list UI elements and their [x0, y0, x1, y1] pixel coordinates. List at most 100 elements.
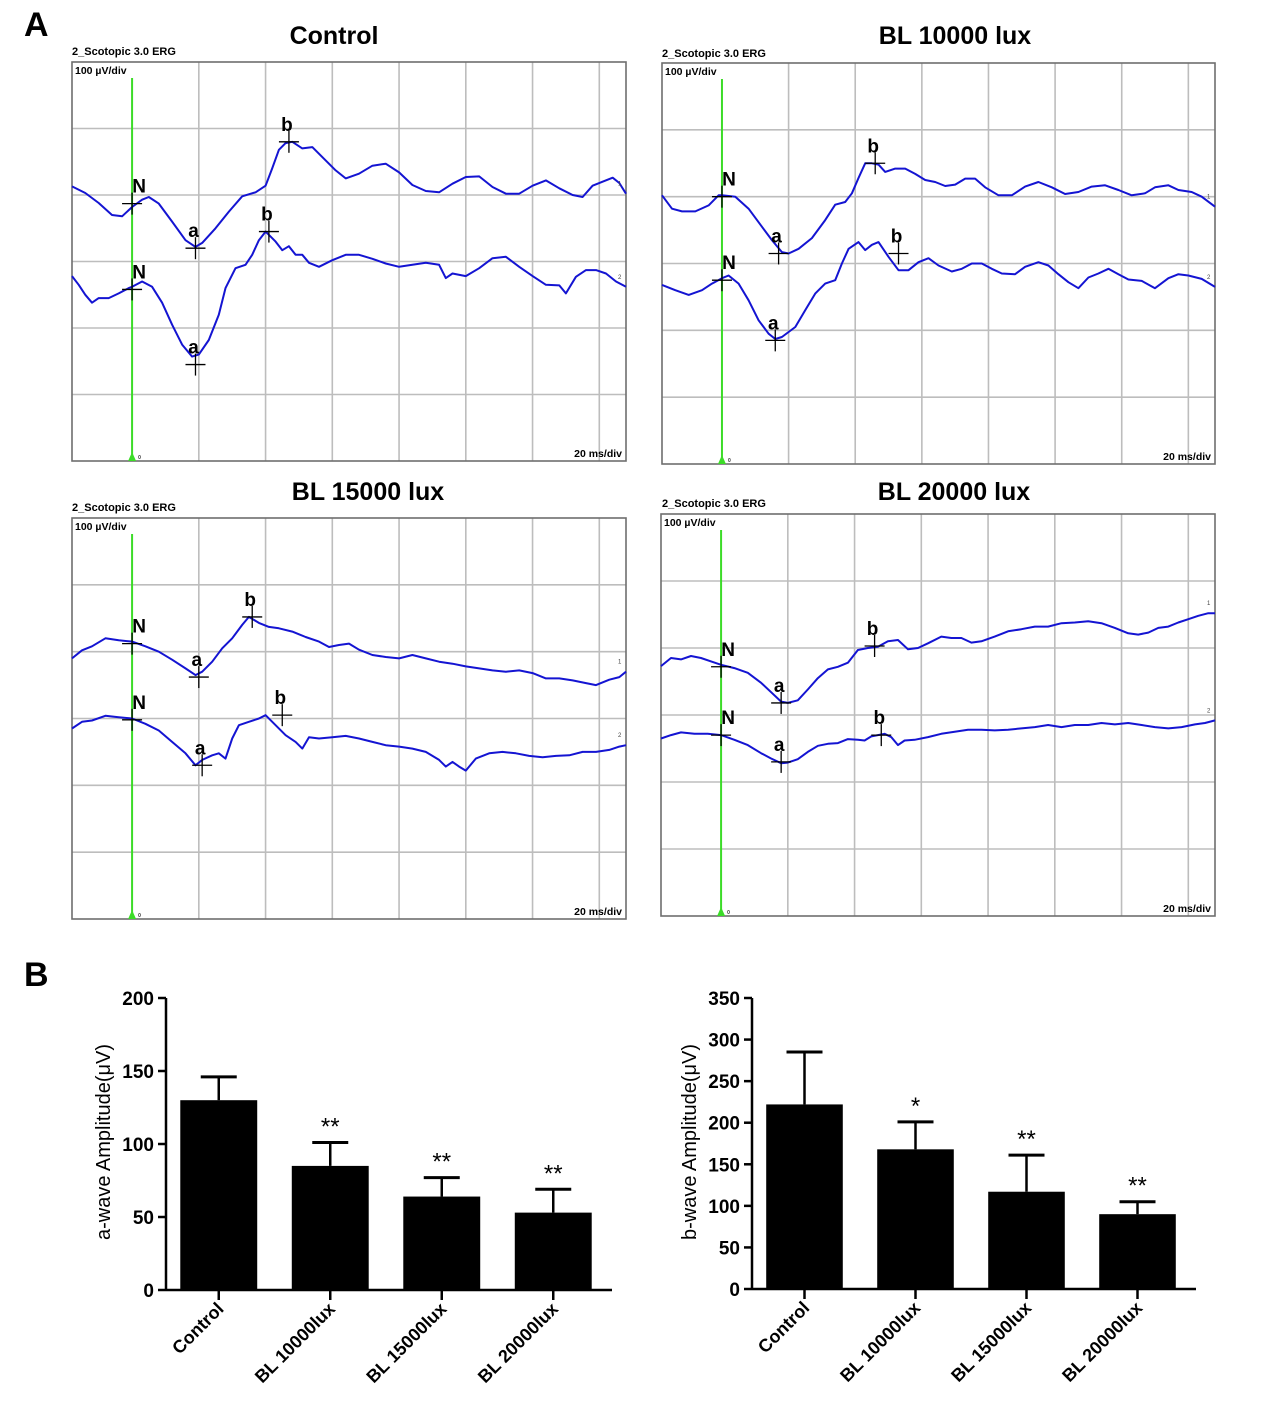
y-axis-label: a-wave Amplitude(μV)	[93, 1044, 115, 1240]
x-tick-label: BL 20000lux	[1058, 1298, 1146, 1386]
stimulus-marker-triangle	[128, 910, 137, 919]
stimulus-label: 0	[728, 458, 731, 464]
peak-label-a: a	[195, 738, 206, 759]
erg-trace-1	[661, 162, 1216, 255]
y-axis-label: b-wave Amplitude(μV)	[679, 1044, 701, 1240]
peak-label-a: a	[192, 650, 203, 671]
x-tick-label: BL 10000lux	[251, 1299, 339, 1387]
peak-label-a: a	[771, 226, 782, 247]
peak-label-N: N	[132, 693, 146, 714]
y-scale-label: 100 µV/div	[664, 517, 716, 529]
y-tick-label: 100	[708, 1197, 740, 1218]
x-scale-label: 20 ms/div	[574, 448, 622, 460]
x-scale-label: 20 ms/div	[1163, 451, 1211, 463]
bar	[180, 1100, 258, 1290]
erg-plot-3: 0 100 µV/div 20 ms/div 1 Na b 2 Na b	[660, 513, 1216, 917]
erg-protocol-label: 2_Scotopic 3.0 ERG	[662, 48, 766, 60]
peak-label-b: b	[867, 136, 879, 157]
peak-label-a: a	[768, 313, 779, 334]
erg-protocol-label: 2_Scotopic 3.0 ERG	[72, 502, 176, 514]
y-tick-label: 300	[708, 1031, 740, 1052]
y-tick-label: 150	[122, 1062, 154, 1083]
stimulus-marker-triangle	[717, 455, 726, 464]
y-scale-label: 100 µV/div	[75, 65, 127, 77]
bar	[877, 1149, 954, 1289]
erg-frame	[71, 61, 627, 462]
bar	[988, 1191, 1065, 1289]
bar-charts-canvas: 0 50 100 150 200 a-wave Amplitude(μV) Control *…	[93, 989, 1196, 1387]
bar	[1099, 1214, 1176, 1289]
y-scale-label: 100 µV/div	[665, 66, 717, 78]
erg-title: BL 10000 lux	[878, 22, 1032, 50]
trace-end-label: 2	[1207, 275, 1211, 281]
y-tick-label: 50	[719, 1238, 740, 1259]
erg-trace-1	[71, 615, 627, 687]
stimulus-label: 0	[138, 455, 141, 461]
trace-end-label: 2	[1207, 708, 1211, 714]
peak-label-N: N	[132, 262, 146, 283]
significance-marker: **	[544, 1160, 563, 1187]
stimulus-marker-triangle	[128, 452, 137, 461]
peak-label-a: a	[774, 676, 785, 697]
y-tick-label: 350	[708, 989, 740, 1010]
x-tick-label: BL 15000lux	[362, 1299, 450, 1387]
peak-label-a: a	[774, 735, 785, 756]
x-tick-label: BL 10000lux	[836, 1298, 924, 1386]
peak-label-a: a	[188, 221, 199, 242]
x-tick-label: Control	[168, 1299, 227, 1358]
peak-label-a: a	[188, 338, 199, 359]
trace-end-label: 1	[1207, 601, 1211, 607]
erg-trace-2	[660, 719, 1216, 765]
erg-trace-1	[660, 612, 1215, 704]
significance-marker: **	[1128, 1173, 1147, 1200]
peak-label-b: b	[281, 115, 293, 136]
trace-end-label: 1	[618, 182, 622, 188]
erg-frame	[660, 513, 1216, 917]
erg-trace-2	[661, 241, 1216, 340]
y-tick-label: 50	[133, 1208, 154, 1229]
y-tick-label: 100	[122, 1135, 154, 1156]
bar-chart-a-wave: 0 50 100 150 200 a-wave Amplitude(μV) Control *…	[93, 989, 612, 1387]
peak-label-N: N	[721, 708, 735, 729]
y-tick-label: 200	[708, 1114, 740, 1135]
erg-frame	[71, 517, 627, 920]
y-tick-label: 200	[122, 989, 154, 1010]
panel-b-label: B	[24, 956, 49, 994]
significance-marker: *	[911, 1093, 920, 1120]
erg-traces-canvas: 0 100 µV/div 20 ms/div 1 Na b 2 Na b 0 100 µV/div 2…	[71, 61, 1216, 920]
peak-label-N: N	[132, 177, 146, 198]
erg-plot-1: 0 100 µV/div 20 ms/div 1 Na b 2 Na b	[661, 62, 1216, 465]
x-scale-label: 20 ms/div	[574, 906, 622, 918]
significance-marker: **	[432, 1149, 451, 1176]
stimulus-marker-triangle	[717, 907, 726, 916]
bar	[766, 1104, 843, 1289]
y-tick-label: 0	[143, 1281, 154, 1302]
bar	[514, 1212, 592, 1290]
erg-title: BL 15000 lux	[291, 478, 445, 506]
peak-label-N: N	[722, 253, 736, 274]
bar-chart-b-wave: 0 50 100 150 200 250 300 350 b-wave Amplitude(μV…	[679, 989, 1196, 1386]
peak-label-N: N	[721, 640, 735, 661]
trace-end-label: 1	[618, 660, 622, 666]
panel-a-label: A	[24, 6, 49, 44]
y-tick-label: 0	[729, 1280, 740, 1301]
erg-title: BL 20000 lux	[877, 478, 1031, 506]
x-tick-label: BL 20000lux	[474, 1299, 562, 1387]
erg-frame	[661, 62, 1216, 465]
stimulus-label: 0	[727, 910, 730, 916]
stimulus-label: 0	[138, 913, 141, 919]
erg-title: Control	[289, 22, 379, 50]
peak-label-b: b	[891, 226, 903, 247]
peak-label-b: b	[873, 708, 885, 729]
trace-end-label: 1	[1207, 195, 1211, 201]
bar	[403, 1196, 481, 1290]
trace-end-label: 2	[618, 275, 622, 281]
y-tick-label: 250	[708, 1072, 740, 1093]
erg-plot-2: 0 100 µV/div 20 ms/div 1 Na b 2 Na b	[71, 517, 627, 920]
x-scale-label: 20 ms/div	[1163, 903, 1211, 915]
significance-marker: **	[321, 1114, 340, 1141]
erg-trace-1	[71, 140, 627, 248]
erg-protocol-label: 2_Scotopic 3.0 ERG	[662, 498, 766, 510]
significance-marker: **	[1017, 1126, 1036, 1153]
peak-label-b: b	[867, 619, 879, 640]
